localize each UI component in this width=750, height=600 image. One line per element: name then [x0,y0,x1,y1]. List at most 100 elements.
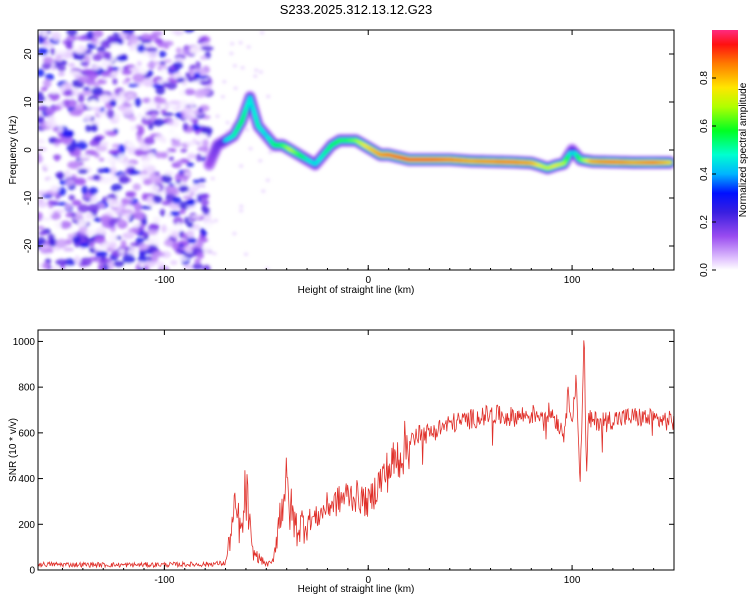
noise-blob [178,185,190,193]
noise-blob [182,122,189,131]
noise-speckle [258,70,263,74]
noise-blob [42,78,52,88]
snr-series-line [38,340,674,569]
noise-blob [114,112,120,122]
noise-speckle [240,66,245,70]
noise-blob [189,185,199,193]
noise-blob [187,221,194,228]
noise-blob [173,118,179,128]
colorbar-tick-label: 0.6 [699,119,710,133]
noise-blob [106,155,118,165]
noise-blob [83,114,92,123]
colorbar-tick-label: 0.0 [699,263,710,277]
noise-blob [197,146,210,152]
noise-blob [122,254,136,264]
noise-blob [87,203,100,214]
noise-blob [179,209,186,215]
noise-blob [179,89,186,97]
noise-blob [108,149,121,155]
chart-title: S233.2025.312.13.12.G23 [280,2,433,17]
ridge-blob [253,114,258,118]
noise-blob [196,251,205,259]
noise-blob [114,36,124,43]
noise-blob [192,179,200,185]
noise-blob [92,30,104,38]
noise-blob [172,61,184,69]
noise-blob [45,120,58,128]
noise-blob [154,178,160,185]
noise-blob [205,84,213,89]
noise-speckle [244,252,248,256]
noise-blob [40,86,48,92]
noise-blob [55,259,68,266]
noise-blob [51,31,62,42]
noise-speckle [210,177,215,180]
noise-speckle [229,52,234,55]
noise-blob [118,218,126,226]
noise-blob [147,61,156,69]
noise-blob [81,185,88,195]
noise-blob [75,35,89,41]
noise-blob [199,133,209,138]
noise-blob [101,242,109,250]
noise-blob [42,194,53,199]
noise-blob [141,193,148,201]
noise-blob [72,40,80,51]
noise-blob [77,168,89,174]
noise-blob [187,238,197,244]
noise-blob [153,251,165,258]
noise-blob [68,62,76,68]
noise-speckle [239,164,244,168]
noise-blob [59,59,68,66]
noise-blob [170,260,178,265]
noise-blob [100,176,112,184]
noise-blob [38,111,43,117]
noise-blob [57,71,65,77]
colorbar-ticks: 0.0 0.2 0.4 0.6 0.8 [699,71,716,277]
noise-blob [85,124,92,132]
noise-blob [125,92,136,99]
noise-blob [164,43,170,50]
noise-blob [166,81,178,90]
noise-blob [73,177,87,186]
noise-blob [141,218,147,226]
noise-blob [184,245,191,254]
noise-blob [144,47,158,52]
noise-blob [159,208,166,217]
noise-blob [200,46,214,51]
noise-blob [110,183,123,192]
noise-speckle [208,250,213,254]
noise-blob [42,56,54,65]
noise-blob [139,261,145,269]
noise-blob [185,72,192,79]
noise-blob [148,184,161,193]
noise-blob [134,97,142,108]
noise-blob [144,115,151,120]
noise-blob [79,61,90,66]
noise-blob [128,228,140,233]
noise-blob [38,95,46,103]
spectral-ridge [203,90,674,175]
noise-blob [63,247,75,252]
noise-blob [161,112,174,117]
noise-blob [155,151,162,159]
noise-blob [127,83,139,88]
y-tick-label: 0 [29,566,35,577]
noise-blob [158,50,167,58]
noise-blob [135,213,145,220]
noise-blob [187,98,194,104]
noise-blob [174,133,181,141]
noise-blob [120,239,127,250]
noise-blob [67,70,81,77]
noise-blob [117,104,127,111]
noise-blob [38,231,48,236]
noise-speckle [220,95,225,99]
noise-blob [163,239,174,246]
noise-blob [92,136,103,142]
noise-blob [128,115,137,121]
noise-blob [116,55,127,62]
noise-blob [54,221,62,229]
noise-blob [106,109,115,119]
